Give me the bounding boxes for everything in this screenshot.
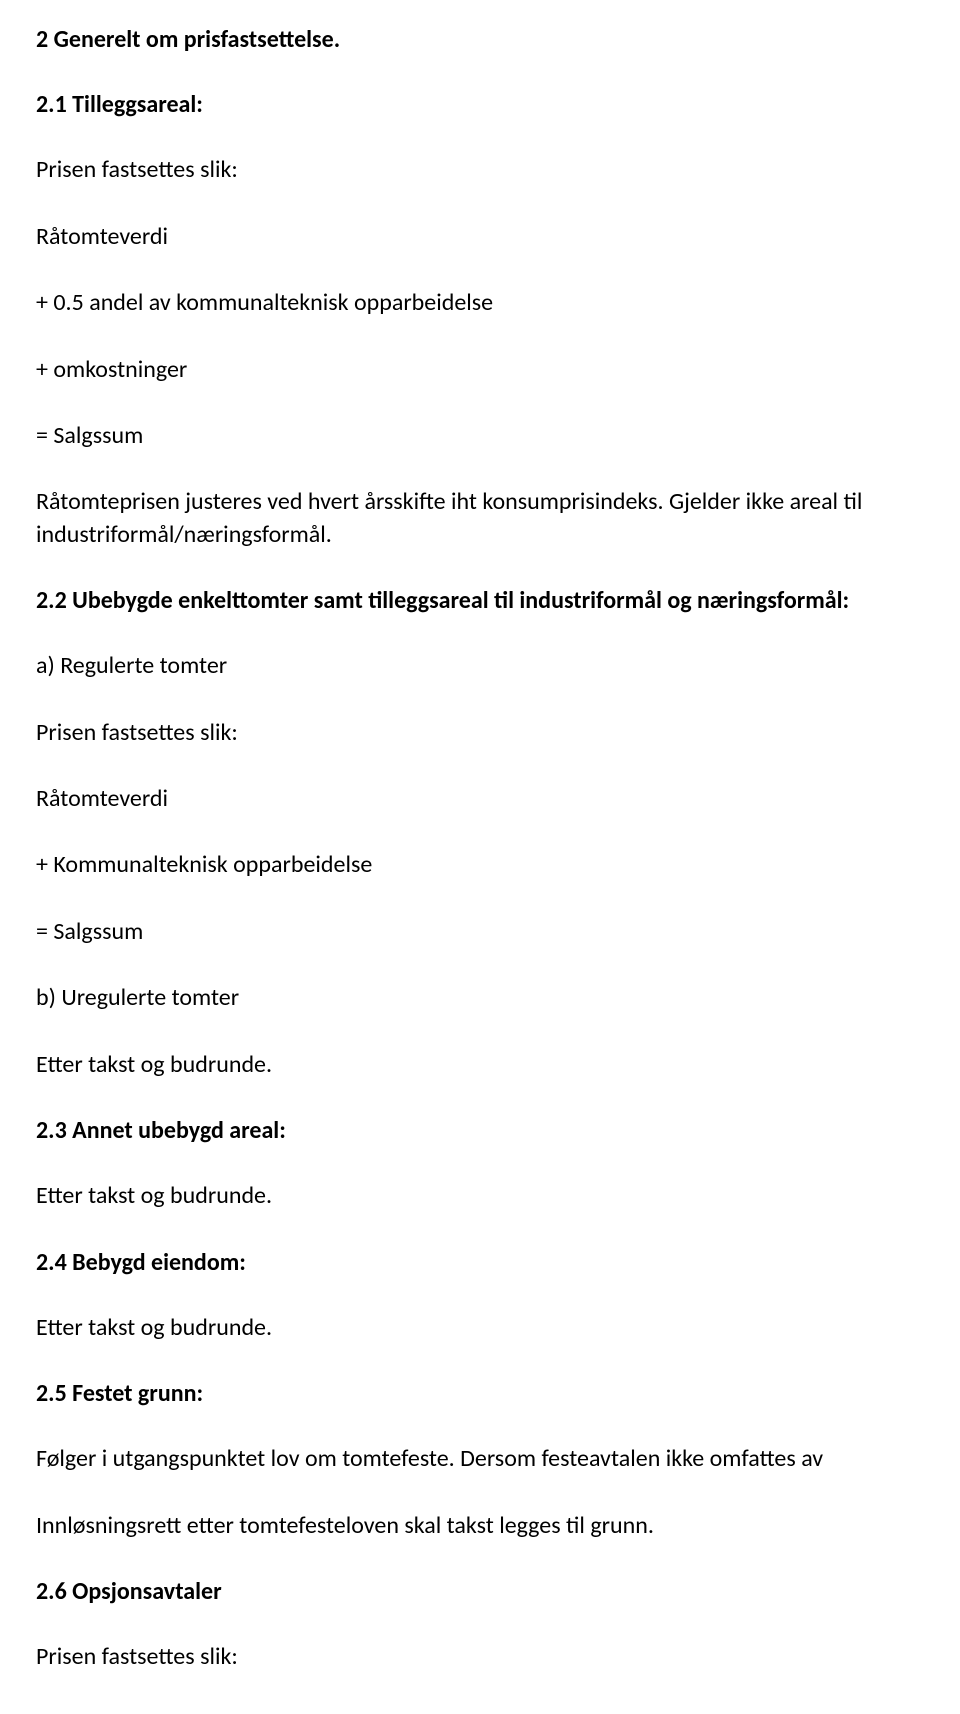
section-2-5-title: 2.5 Festet grunn:	[36, 1378, 924, 1409]
section-2-4-title: 2.4 Bebygd eiendom:	[36, 1247, 924, 1278]
section-2-6-title: 2.6 Opsjonsavtaler	[36, 1576, 924, 1607]
section-2-title: 2 Generelt om prisfastsettelse.	[36, 24, 924, 55]
body-text: Råtomteverdi	[36, 783, 924, 815]
body-text: + Kommunalteknisk opparbeidelse	[36, 849, 924, 881]
body-text: Råtomteprisen justeres ved hvert årsskif…	[36, 486, 924, 551]
body-text: Prisen fastsettes slik:	[36, 154, 924, 186]
body-text: Råtomteverdi	[36, 221, 924, 253]
body-text: Etter takst og budrunde.	[36, 1049, 924, 1081]
body-text: Etter takst og budrunde.	[36, 1312, 924, 1344]
section-2-1-title: 2.1 Tilleggsareal:	[36, 89, 924, 120]
body-text: + omkostninger	[36, 354, 924, 386]
body-text: Innløsningsrett etter tomtefesteloven sk…	[36, 1510, 924, 1542]
body-text: Prisen fastsettes slik:	[36, 717, 924, 749]
body-text: = Salgssum	[36, 916, 924, 948]
body-text: + 0.5 andel av kommunalteknisk opparbeid…	[36, 287, 924, 319]
body-text: Følger i utgangspunktet lov om tomtefest…	[36, 1443, 924, 1475]
body-text: b) Uregulerte tomter	[36, 982, 924, 1014]
body-text: Prisen fastsettes slik:	[36, 1641, 924, 1673]
body-text: = Salgssum	[36, 420, 924, 452]
section-2-2-title: 2.2 Ubebygde enkelttomter samt tilleggsa…	[36, 585, 924, 616]
section-2-3-title: 2.3 Annet ubebygd areal:	[36, 1115, 924, 1146]
body-text: a) Regulerte tomter	[36, 650, 924, 682]
body-text: Etter takst og budrunde.	[36, 1180, 924, 1212]
